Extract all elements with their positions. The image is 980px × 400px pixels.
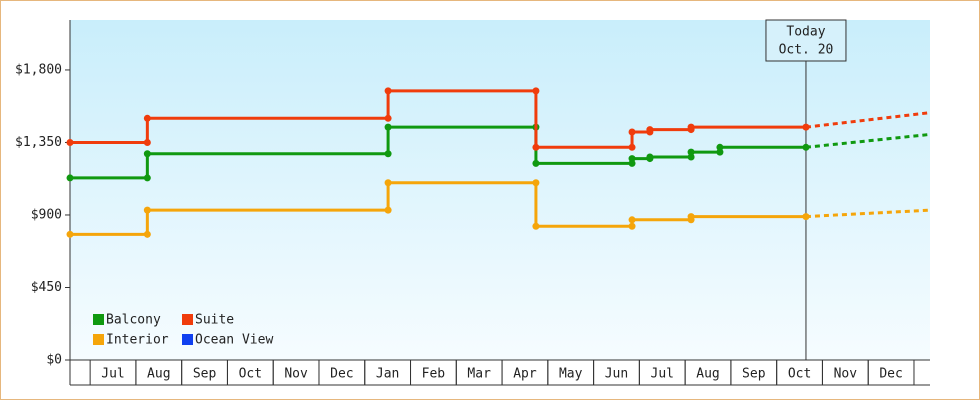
x-tick-label: Apr [513,367,537,382]
point [384,87,392,95]
x-tick-label: Jul [101,367,124,382]
point [687,213,695,221]
point [66,174,74,182]
legend-swatch [182,314,193,325]
point [687,148,695,156]
y-tick-label: $900 [31,207,62,222]
point [532,87,540,95]
point [628,216,636,224]
point [646,153,654,161]
point [628,222,636,230]
x-tick-label: Aug [147,367,170,382]
point [532,222,540,230]
today-box [765,19,847,62]
point [66,230,74,238]
point [143,150,151,158]
point [384,150,392,158]
legend-swatch [182,334,193,345]
x-tick-label: Sep [742,367,766,382]
point [687,153,695,161]
point [646,126,654,134]
x-tick-box [867,359,915,386]
x-tick-label: Nov [834,367,858,382]
today-label: Oct. 20 [779,43,834,58]
forecast-line [805,111,931,129]
x-tick-label: Oct [239,367,262,382]
point [384,114,392,122]
x-tick-label: Aug [696,367,719,382]
point [802,213,810,221]
y-tick-label: $1,350 [15,135,62,150]
legend-swatch [93,334,104,345]
point [687,123,695,131]
x-tick-label: Oct [788,367,811,382]
forecast-line [805,208,931,219]
point [628,155,636,163]
plot-area [70,20,930,360]
point [716,143,724,151]
point [716,148,724,156]
x-tick-label: Sep [193,367,217,382]
y-tick-label: $1,800 [15,62,62,77]
x-tick-label: Jun [605,367,628,382]
legend-swatch [93,314,104,325]
y-tick-label: $450 [31,280,62,295]
point [384,123,392,131]
legend-label: Interior [106,333,169,348]
x-tick-label: Dec [330,367,353,382]
point [143,206,151,214]
point [143,230,151,238]
y-tick-label: $0 [46,353,62,368]
point [802,143,810,151]
x-tick-label: Jul [651,367,674,382]
x-tick-label: May [559,367,583,382]
series-line [70,89,806,149]
x-tick-label: Dec [879,367,902,382]
x-tick-label: Nov [284,367,308,382]
x-tick-label: Jan [376,367,399,382]
point [143,174,151,182]
point [532,143,540,151]
legend-label: Ocean View [195,333,273,348]
legend-label: Suite [195,313,234,328]
point [802,123,810,131]
today-label: Today [786,25,825,40]
legend-label: Balcony [106,313,161,328]
point [384,179,392,187]
point [532,179,540,187]
point [384,206,392,214]
point [628,159,636,167]
x-tick-label: Feb [422,367,446,382]
point [628,143,636,151]
point [628,128,636,136]
point [66,138,74,146]
point [143,114,151,122]
forecast-line [805,132,931,149]
point [532,159,540,167]
x-tick-label: Mar [467,367,491,382]
point [143,138,151,146]
